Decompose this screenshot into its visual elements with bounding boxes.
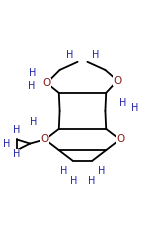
Text: O: O [42,78,51,88]
Text: H: H [98,166,105,176]
Text: H: H [70,176,77,186]
Text: H: H [29,68,36,78]
Text: H: H [60,166,67,176]
Text: H: H [131,104,139,113]
Text: H: H [30,117,37,127]
Text: H: H [119,98,126,108]
Text: H: H [66,50,73,60]
Text: H: H [88,176,95,186]
Text: H: H [3,139,10,149]
Text: O: O [41,134,49,145]
Text: H: H [28,80,35,90]
Text: H: H [13,125,20,135]
Text: H: H [92,50,99,60]
Text: O: O [116,134,124,145]
Text: O: O [114,76,122,86]
Text: H: H [13,149,20,159]
